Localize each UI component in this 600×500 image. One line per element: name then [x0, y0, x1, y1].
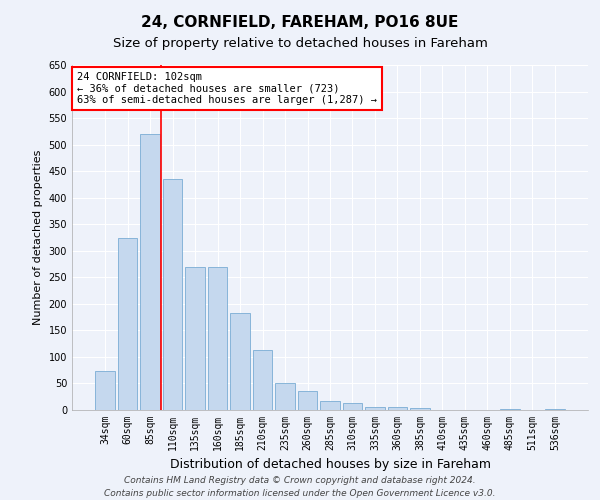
Bar — [140, 134, 160, 410]
Bar — [365, 407, 385, 410]
Bar — [253, 350, 272, 410]
Bar — [343, 403, 362, 410]
Bar — [163, 179, 182, 410]
Text: Size of property relative to detached houses in Fareham: Size of property relative to detached ho… — [113, 38, 487, 51]
Text: Contains HM Land Registry data © Crown copyright and database right 2024.
Contai: Contains HM Land Registry data © Crown c… — [104, 476, 496, 498]
Bar — [500, 409, 520, 410]
Bar — [118, 238, 137, 410]
Text: 24 CORNFIELD: 102sqm
← 36% of detached houses are smaller (723)
63% of semi-deta: 24 CORNFIELD: 102sqm ← 36% of detached h… — [77, 72, 377, 105]
Text: 24, CORNFIELD, FAREHAM, PO16 8UE: 24, CORNFIELD, FAREHAM, PO16 8UE — [142, 15, 458, 30]
Bar — [208, 266, 227, 410]
Bar — [275, 384, 295, 410]
Bar — [230, 314, 250, 410]
Bar — [320, 401, 340, 410]
Bar — [388, 407, 407, 410]
Bar — [95, 372, 115, 410]
Bar — [185, 266, 205, 410]
Bar — [545, 409, 565, 410]
Y-axis label: Number of detached properties: Number of detached properties — [33, 150, 43, 325]
X-axis label: Distribution of detached houses by size in Fareham: Distribution of detached houses by size … — [170, 458, 491, 471]
Bar — [298, 392, 317, 410]
Bar — [410, 408, 430, 410]
